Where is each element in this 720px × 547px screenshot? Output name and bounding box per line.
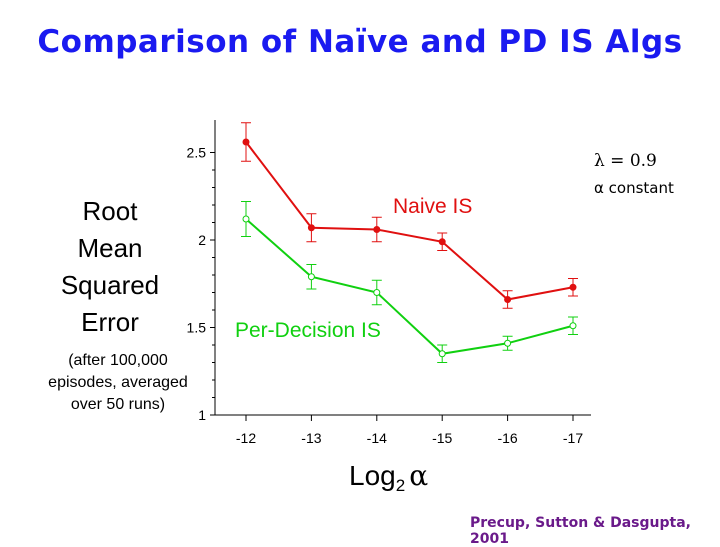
data-point bbox=[569, 283, 577, 291]
x-tick-label: -12 bbox=[236, 430, 256, 446]
data-point bbox=[307, 224, 315, 232]
series-label-per-decision-is: Per-Decision IS bbox=[235, 319, 381, 342]
y-axis-title-line: Squared bbox=[60, 270, 160, 300]
alpha-parameter: α constant bbox=[594, 179, 674, 197]
x-tick-label: -17 bbox=[563, 430, 583, 446]
parameter-box: λ = 0.9 α constant bbox=[594, 148, 674, 202]
x-tick-label: -15 bbox=[432, 430, 452, 446]
y-axis-note-line: episodes, averaged bbox=[48, 374, 188, 391]
x-axis-title-subscript: 2 bbox=[396, 476, 405, 495]
series-group bbox=[241, 122, 578, 363]
x-axis-title-symbol: α bbox=[409, 459, 428, 492]
y-tick-label: 2.5 bbox=[187, 145, 207, 161]
x-tick-label: -16 bbox=[497, 430, 517, 446]
data-point bbox=[373, 226, 381, 233]
data-point bbox=[373, 289, 381, 296]
y-axis-title-line: Mean bbox=[77, 233, 143, 263]
y-axis-title: Root Mean Squared Error bbox=[40, 193, 180, 341]
x-ticks: -12 -13 -14 -15 -16 -17 bbox=[236, 415, 583, 446]
series-line bbox=[245, 218, 574, 355]
x-tick-label: -13 bbox=[301, 430, 321, 446]
x-tick-label: -14 bbox=[367, 430, 387, 446]
y-axis-title-line: Error bbox=[81, 307, 139, 337]
y-tick-label: 1 bbox=[198, 407, 206, 423]
y-tick-label: 2 bbox=[198, 232, 206, 248]
x-axis-title-base: Log bbox=[349, 460, 396, 491]
data-point bbox=[569, 322, 577, 330]
x-axis-title: Log2 α bbox=[349, 459, 428, 495]
data-point bbox=[504, 296, 512, 303]
data-point bbox=[438, 350, 446, 358]
lambda-parameter: λ = 0.9 bbox=[594, 151, 657, 171]
y-axis-note-line: over 50 runs) bbox=[70, 396, 166, 413]
data-point bbox=[307, 273, 315, 281]
y-axis-note: (after 100,000 episodes, averaged over 5… bbox=[38, 350, 198, 416]
data-point bbox=[504, 339, 512, 347]
y-ticks: 1 1.5 2 2.5 bbox=[187, 145, 215, 423]
y-tick-label: 1.5 bbox=[187, 320, 207, 336]
slide-title: Comparison of Naïve and PD IS Algs bbox=[37, 24, 683, 60]
y-axis-note-line: (after 100,000 bbox=[68, 352, 168, 369]
data-point bbox=[438, 238, 446, 246]
data-point bbox=[242, 215, 250, 223]
data-point bbox=[242, 138, 250, 146]
series-line bbox=[245, 141, 574, 301]
y-axis-title-line: Root bbox=[82, 196, 138, 226]
series-label-naive-is: Naive IS bbox=[393, 195, 472, 218]
